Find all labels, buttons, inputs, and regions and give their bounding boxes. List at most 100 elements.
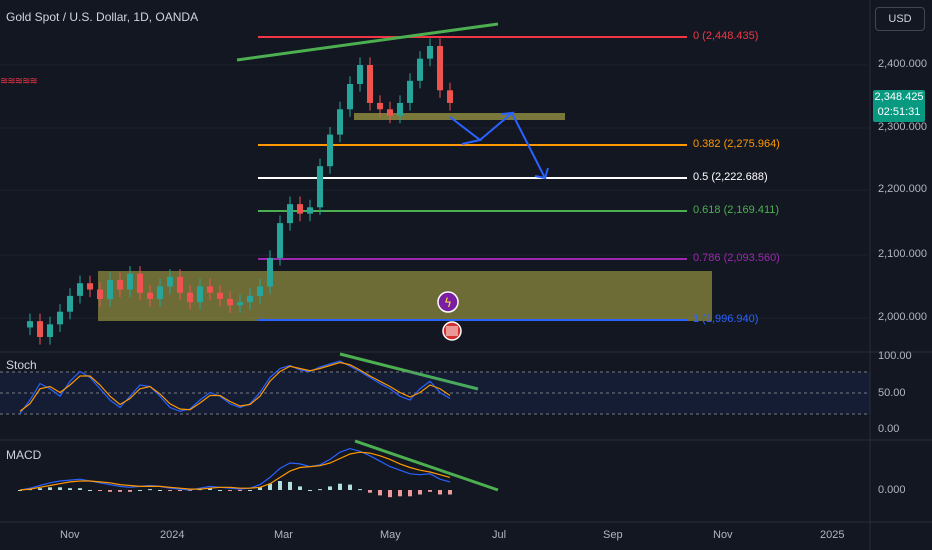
price-tick: 2,400.000 [878,58,927,70]
macd-bar [98,490,102,491]
macd-bar [318,489,322,491]
price-trendline[interactable] [236,22,499,62]
candle [247,295,253,303]
macd-bar [368,490,372,493]
macd-bar [48,487,52,490]
time-tick: Nov [713,529,733,541]
macd-bar [108,490,112,492]
macd-bar [378,490,382,496]
macd-tick: 0.000 [878,484,906,496]
candle [427,46,433,59]
fib-label-0: 0 (2,448.435) [693,30,759,42]
candle [157,286,163,300]
macd-bar [258,487,262,490]
candle [167,276,173,287]
lightning-icon[interactable] [437,291,459,313]
candle [217,292,223,300]
candle [317,166,323,208]
macd-line [19,447,451,491]
time-tick: Mar [274,529,293,541]
macd-label[interactable]: MACD [6,448,42,462]
macd-bar [208,488,212,490]
candle [207,286,213,293]
macd-trendline[interactable] [354,439,499,492]
macd-bar [58,487,62,490]
macd-bar [288,481,292,490]
macd-bar [138,490,142,491]
currency-button[interactable]: USD [875,7,925,31]
candle [407,80,413,103]
stoch-tick: 50.00 [878,387,906,399]
macd-bar [178,490,182,491]
fib-label-0618: 0.618 (2,169.411) [693,204,780,216]
macd-bar [148,489,152,491]
candle [77,283,83,296]
candle [367,65,373,103]
candle [347,83,353,110]
macd-bar [118,490,122,492]
fib-label-0786: 0.786 (2,093.560) [693,252,780,264]
macd-bar [298,486,302,490]
price-tick: 2,100.000 [878,248,927,260]
candle [437,46,443,91]
candle [287,204,293,224]
macd-bar [248,490,252,491]
macd-bar [408,490,412,497]
candle [147,292,153,300]
time-tick: Nov [60,529,80,541]
candle [177,276,183,293]
macd-bar [348,484,352,490]
time-tick: Sep [603,529,623,541]
candle [397,102,403,116]
indicator-values: ≋≋≋≋≋ [0,76,38,87]
macd-bar [158,490,162,491]
macd-bar [88,490,92,491]
macd-bar [308,490,312,491]
macd-bar [228,490,232,491]
candle [417,58,423,81]
macd-bar [78,488,82,490]
candle [27,321,33,328]
macd-bar [278,481,282,490]
svg-text:ϟ: ϟ [444,296,452,310]
support-zone[interactable] [354,113,565,120]
projection-arrows[interactable] [449,111,549,180]
stoch-tick: 100.00 [878,350,912,362]
candle [117,280,123,290]
macd-signal-line [19,451,451,491]
macd-bar [268,483,272,490]
candle [97,289,103,300]
candle [127,273,133,290]
macd-bar [418,490,422,495]
stoch-label[interactable]: Stoch [6,358,37,372]
macd-bar [218,490,222,491]
time-tick: 2025 [820,529,845,541]
candle [267,257,273,287]
candle [47,324,53,337]
last-price-tag: 2,348.425 02:51:31 [873,90,925,122]
time-tick: May [380,529,401,541]
candle [387,109,393,116]
candle [357,65,363,84]
candle [87,283,93,290]
macd-bar [428,490,432,492]
candle [257,286,263,296]
price-tick: 2,200.000 [878,183,927,195]
candle [67,295,73,312]
last-price: 2,348.425 [874,91,924,103]
fib-label-05: 0.5 (2,222.688) [693,171,768,183]
candle [187,292,193,303]
candle [37,321,43,337]
stoch-d-line [19,361,451,412]
candle [337,109,343,135]
macd-bar [388,490,392,498]
candle [447,90,453,103]
macd-bar [128,490,132,492]
fib-label-1: 1 (1,996.940) [693,313,759,325]
candle [237,302,243,306]
macd-bar [448,490,452,495]
symbol-title[interactable]: Gold Spot / U.S. Dollar, 1D, OANDA [6,10,199,24]
candle [227,299,233,306]
price-tick: 2,300.000 [878,121,927,133]
